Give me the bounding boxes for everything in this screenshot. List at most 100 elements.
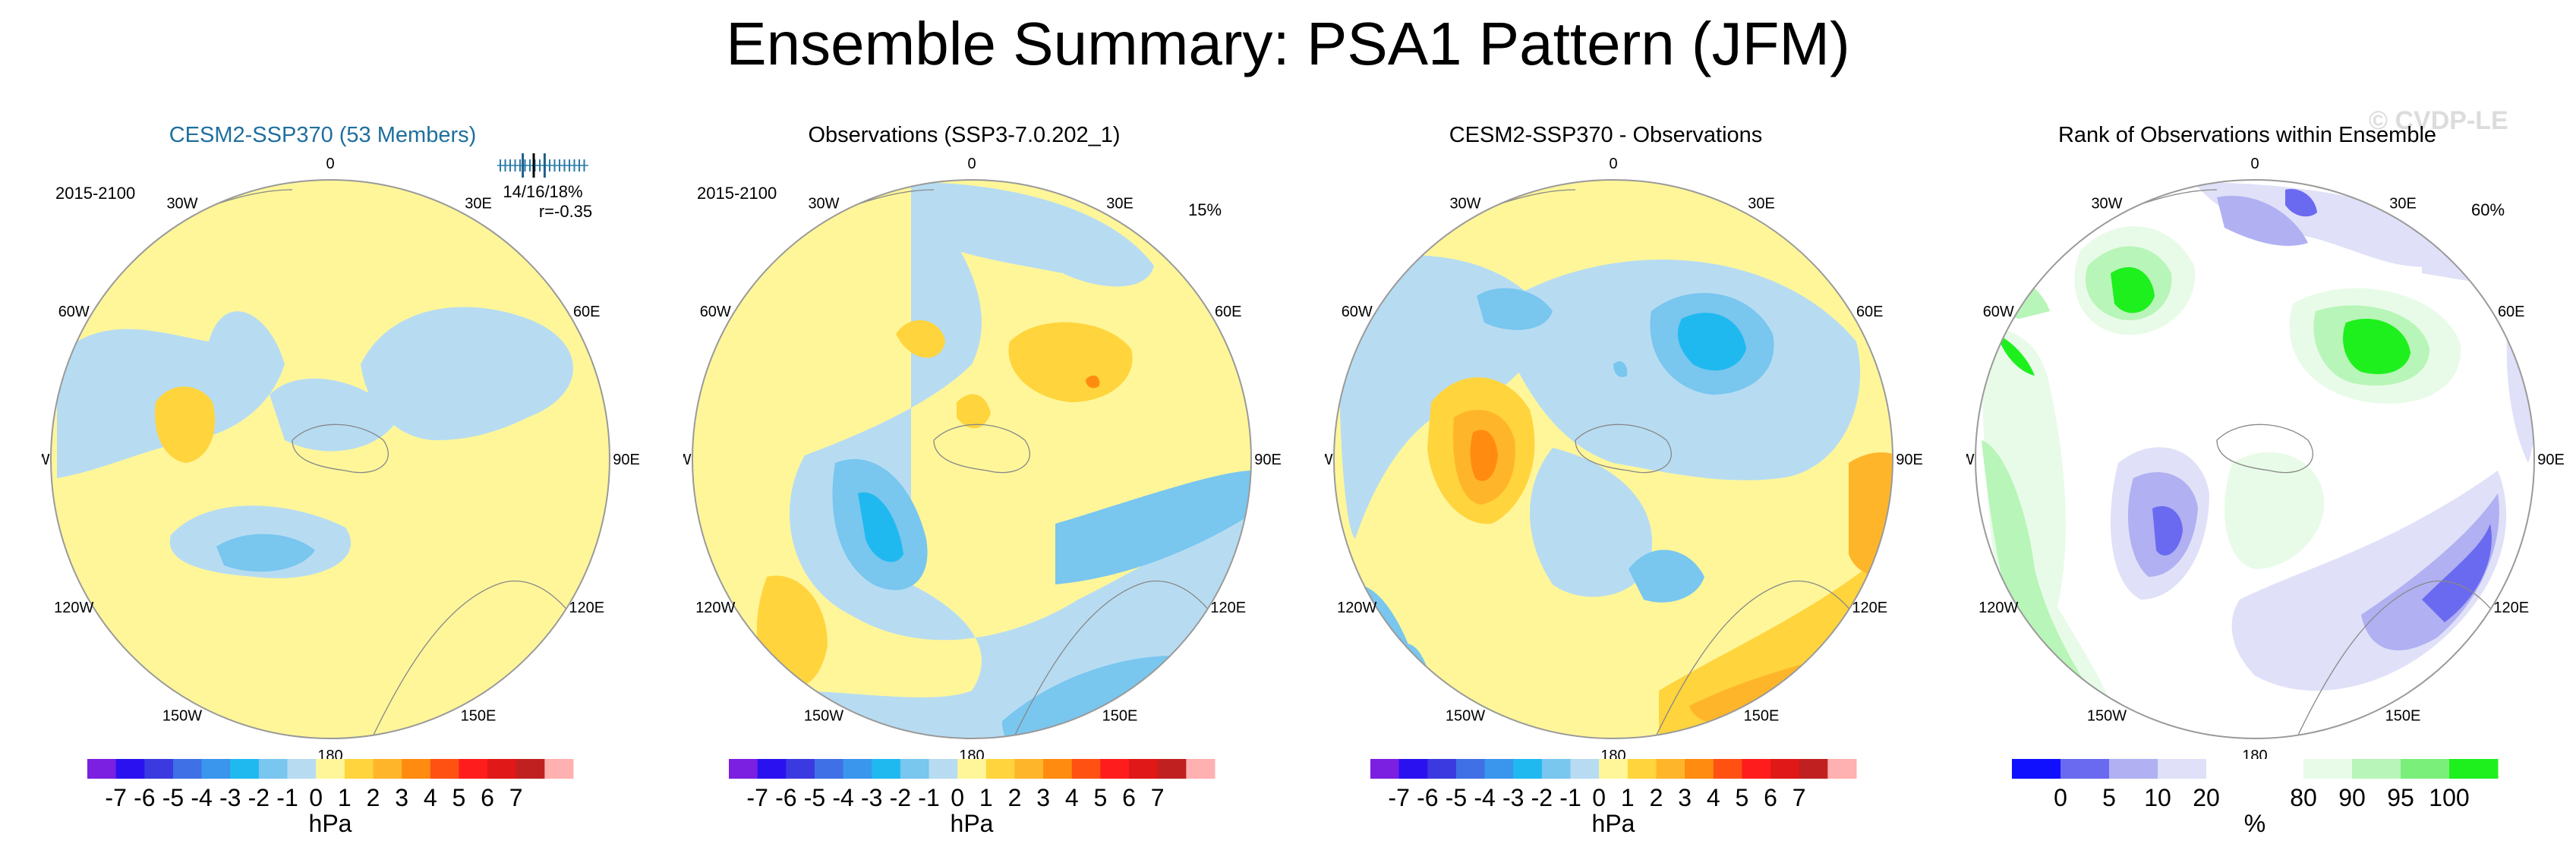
field-pos-low bbox=[51, 180, 610, 738]
colorbar-swatch bbox=[115, 759, 145, 779]
colorbar-swatch bbox=[1427, 759, 1457, 779]
colorbar-swatch bbox=[344, 759, 374, 779]
r-label: r=-0.35 bbox=[538, 202, 593, 221]
map-field bbox=[692, 180, 1251, 738]
colorbar: -7 -6 -5 -4 -3 -2 -1 0 1 2 3 4 5 6 7 hPa bbox=[87, 759, 574, 837]
colorbar-tick-label: 20 bbox=[2193, 784, 2220, 811]
colorbar-tick-label: -1 bbox=[1559, 784, 1581, 811]
colorbar-tick-label: 100 bbox=[2429, 784, 2469, 811]
colorbar-swatch bbox=[316, 759, 345, 779]
colorbar-swatch bbox=[872, 759, 901, 779]
colorbar-tick-label: 7 bbox=[509, 784, 523, 811]
colorbar-swatch bbox=[172, 759, 203, 779]
field-neg-core bbox=[216, 534, 315, 572]
colorbar-swatch bbox=[2109, 759, 2158, 779]
lon-label-30w: 30W bbox=[2091, 195, 2122, 212]
colorbar-swatch bbox=[2012, 759, 2061, 779]
colorbar-swatch bbox=[544, 759, 574, 779]
colorbar-swatch bbox=[2352, 759, 2401, 779]
colorbar-tick-label: 5 bbox=[1094, 784, 1108, 811]
colorbar: 0 5 10 20 80 90 95 100% bbox=[2012, 759, 2499, 837]
colorbar-tick-label: 7 bbox=[1151, 784, 1165, 811]
colorbar-tick-label: 5 bbox=[452, 784, 466, 811]
colorbar-swatch bbox=[2158, 759, 2207, 779]
percent-label: 60% bbox=[2471, 200, 2505, 219]
colorbar-tick-label: -4 bbox=[1474, 784, 1495, 811]
colorbar-tick-label: -2 bbox=[890, 784, 911, 811]
colorbar-swatch bbox=[1685, 759, 1714, 779]
watermark: © CVDP-LE bbox=[2369, 106, 2508, 135]
period-label: 2015-2100 bbox=[55, 184, 136, 203]
colorbar-tick-label: 0 bbox=[951, 784, 964, 811]
panel-observations: Observations (SSP3-7.0.202_1) 0 30E 60E 90E… bbox=[683, 114, 1306, 842]
colorbar-tick-label: 6 bbox=[1122, 784, 1136, 811]
colorbar-tick-label: 3 bbox=[1678, 784, 1692, 811]
colorbar-swatch bbox=[144, 759, 174, 779]
lon-label-120e: 120E bbox=[2493, 600, 2529, 616]
colorbar-tick-label: 5 bbox=[1736, 784, 1749, 811]
colorbar-unit: hPa bbox=[1592, 810, 1635, 837]
lon-label-150w: 150W bbox=[162, 708, 202, 725]
colorbar-swatch bbox=[402, 759, 431, 779]
panel-ensemble-mean: CESM2-SSP370 (53 Members) 0 30E 60E 90E 120E… bbox=[42, 114, 664, 842]
colorbar-tick-label: -5 bbox=[162, 784, 184, 811]
colorbar-swatch bbox=[287, 759, 317, 779]
lon-label-0: 0 bbox=[967, 156, 976, 172]
colorbar-tick-label: 6 bbox=[1764, 784, 1777, 811]
map-border bbox=[50, 179, 610, 739]
lon-label-30e: 30E bbox=[2389, 195, 2417, 212]
colorbar-tick-label: 1 bbox=[1621, 784, 1635, 811]
lon-label-150w: 150W bbox=[804, 708, 843, 725]
colorbar-swatch bbox=[2449, 759, 2499, 779]
lon-label-0: 0 bbox=[2250, 156, 2259, 172]
lon-label-60w: 60W bbox=[1342, 304, 1373, 320]
panel-title: CESM2-SSP370 - Observations bbox=[1449, 123, 1763, 147]
colorbar-tick-label: 2 bbox=[367, 784, 380, 811]
lon-label-30e: 30E bbox=[465, 195, 492, 212]
lon-label-150e: 150E bbox=[1102, 708, 1138, 725]
lon-label-60w: 60W bbox=[58, 304, 90, 320]
panel-title: Rank of Observations within Ensemble bbox=[2057, 123, 2437, 147]
colorbar-tick-label: 3 bbox=[395, 784, 408, 811]
lon-label-60e: 60E bbox=[1856, 304, 1884, 320]
colorbar-tick-label: -1 bbox=[918, 784, 939, 811]
colorbar-swatch bbox=[201, 759, 231, 779]
lon-label-150e: 150E bbox=[1744, 708, 1780, 725]
lon-label-120e: 120E bbox=[1852, 600, 1887, 616]
colorbar-swatch bbox=[1770, 759, 1800, 779]
lon-label-120w: 120W bbox=[1337, 600, 1376, 616]
colorbar-tick-label: 5 bbox=[2102, 784, 2116, 811]
colorbar-unit: % bbox=[2244, 810, 2265, 837]
colorbar-swatch bbox=[1043, 759, 1073, 779]
lon-label-60w: 60W bbox=[1983, 304, 2014, 320]
lon-label-150e: 150E bbox=[2385, 708, 2421, 725]
lon-label-30w: 30W bbox=[808, 195, 839, 212]
colorbar-swatch bbox=[1186, 759, 1215, 779]
lon-label-90w: 90W bbox=[1966, 452, 1975, 468]
colorbar-swatch bbox=[957, 759, 987, 779]
colorbar-swatch bbox=[1827, 759, 1857, 779]
panel-title: CESM2-SSP370 (53 Members) bbox=[169, 123, 477, 147]
panel-difference: CESM2-SSP370 - Observations bbox=[1325, 114, 1947, 842]
colorbar-tick-label: 6 bbox=[481, 784, 494, 811]
colorbar-tick-label: 7 bbox=[1792, 784, 1806, 811]
colorbar-swatch bbox=[900, 759, 930, 779]
colorbar-swatch bbox=[1014, 759, 1044, 779]
colorbar-tick-label: -3 bbox=[1502, 784, 1524, 811]
field-neg-east bbox=[361, 307, 573, 440]
lon-label-0: 0 bbox=[326, 156, 334, 172]
colorbar-tick-label: -5 bbox=[1446, 784, 1467, 811]
colorbar-swatch bbox=[1599, 759, 1629, 779]
colorbar-swatch bbox=[843, 759, 872, 779]
colorbar-tick-label: 4 bbox=[424, 784, 437, 811]
colorbar-swatch bbox=[1484, 759, 1514, 779]
lon-label-90e: 90E bbox=[1896, 452, 1923, 468]
colorbar-tick-label: 1 bbox=[979, 784, 993, 811]
colorbar-tick-label: -3 bbox=[219, 784, 241, 811]
colorbar-unit: hPa bbox=[951, 810, 994, 837]
lon-label-90w: 90W bbox=[1325, 452, 1333, 468]
colorbar-tick-label: -5 bbox=[804, 784, 825, 811]
colorbar-swatch bbox=[516, 759, 545, 779]
colorbar-tick-label: 0 bbox=[1592, 784, 1606, 811]
panel-rank: Rank of Observations within Ensemble bbox=[1966, 114, 2576, 842]
